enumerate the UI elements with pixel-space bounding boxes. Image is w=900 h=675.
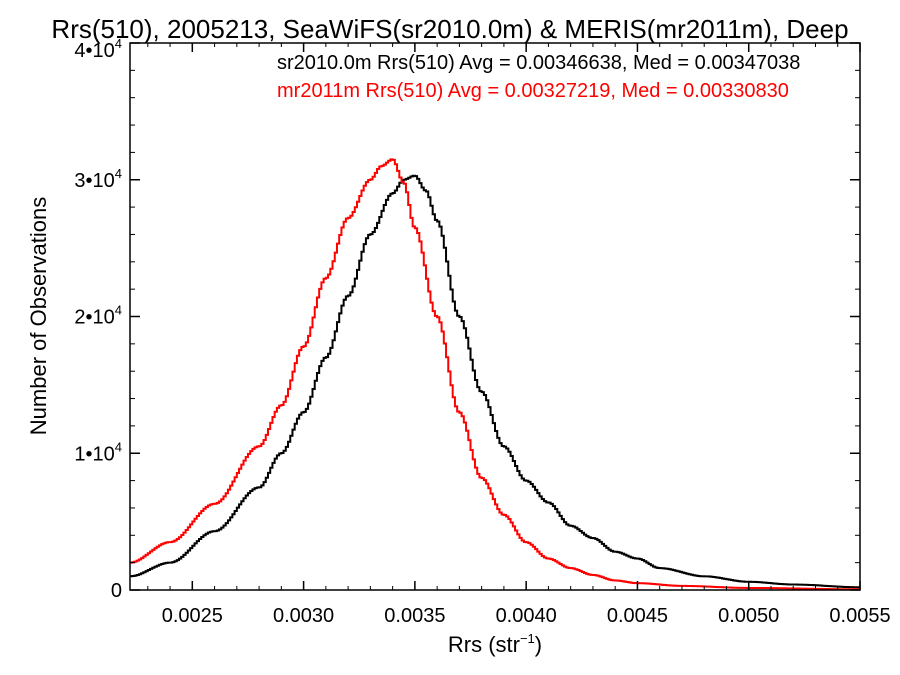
x-tick-label: 0.0055 xyxy=(829,605,890,627)
series-layer xyxy=(130,158,860,591)
y-tick-label: 4•104 xyxy=(74,36,122,62)
x-tick-label: 0.0050 xyxy=(718,605,779,627)
legend-entry-sr2010: sr2010.0m Rrs(510) Avg = 0.00346638, Med… xyxy=(277,52,800,74)
y-tick-label: 1•104 xyxy=(74,439,122,465)
series-line-sr2010.0m xyxy=(130,174,860,589)
legend-entry-mr2011: mr2011m Rrs(510) Avg = 0.00327219, Med =… xyxy=(277,80,789,102)
y-tick-label: 2•104 xyxy=(74,303,122,329)
x-tick-label: 0.0025 xyxy=(162,605,223,627)
chart-title: Rrs(510), 2005213, SeaWiFS(sr2010.0m) & … xyxy=(51,14,848,44)
y-axis-label: Number of Observations xyxy=(26,197,51,435)
x-axis: 0.0025 0.0030 0.0035 0.0040 0.0045 0.0050 0.00… xyxy=(147,43,891,627)
x-tick-label: 0.0030 xyxy=(273,605,334,627)
y-tick-label: 3•104 xyxy=(74,166,122,192)
x-tick-label: 0.0035 xyxy=(384,605,445,627)
x-axis-label: Rrs (str−1) xyxy=(448,631,542,657)
y-tick-label: 0 xyxy=(111,580,122,602)
y-axis: 0 1•104 2•104 3•104 4•104 xyxy=(74,36,860,602)
x-tick-label: 0.0040 xyxy=(496,605,557,627)
x-tick-label: 0.0045 xyxy=(607,605,668,627)
series-line-mr2011m xyxy=(130,158,860,591)
